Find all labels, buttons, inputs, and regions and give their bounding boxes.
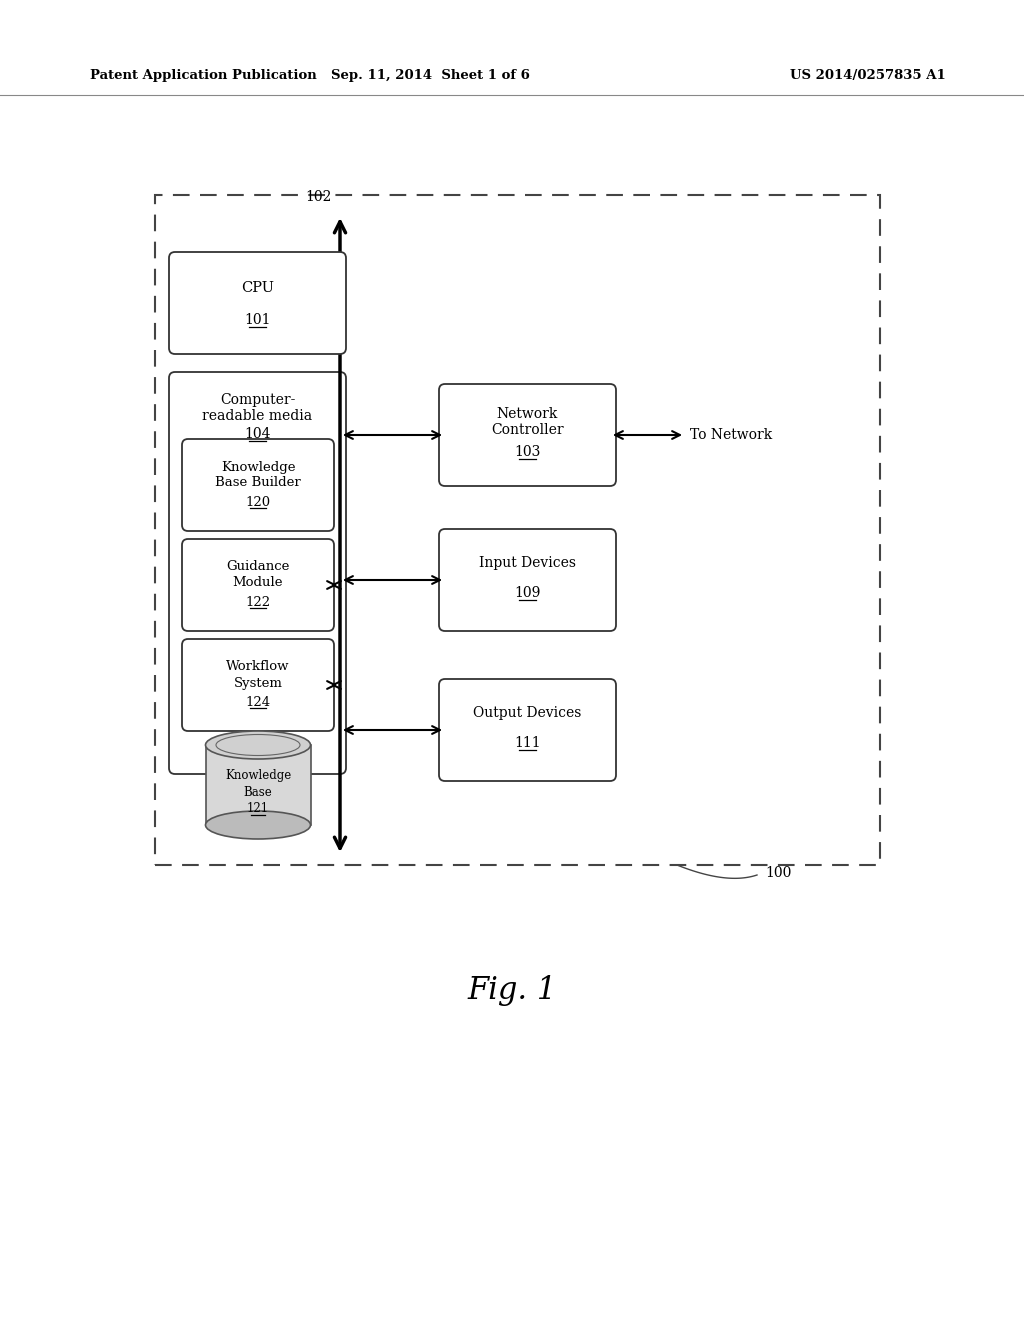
Text: 121: 121	[247, 803, 269, 816]
FancyBboxPatch shape	[439, 529, 616, 631]
Text: Knowledge: Knowledge	[221, 461, 295, 474]
Text: 122: 122	[246, 595, 270, 609]
FancyBboxPatch shape	[169, 252, 346, 354]
Text: Network: Network	[497, 407, 558, 421]
Text: CPU: CPU	[241, 281, 274, 294]
Text: Patent Application Publication: Patent Application Publication	[90, 69, 316, 82]
Text: 101: 101	[245, 313, 270, 327]
Text: 120: 120	[246, 495, 270, 508]
Text: Base: Base	[244, 785, 272, 799]
Text: 124: 124	[246, 696, 270, 709]
Text: Output Devices: Output Devices	[473, 706, 582, 719]
Text: US 2014/0257835 A1: US 2014/0257835 A1	[790, 69, 946, 82]
Text: Input Devices: Input Devices	[479, 556, 575, 570]
Text: 111: 111	[514, 737, 541, 750]
Text: 104: 104	[245, 426, 270, 441]
Text: Computer-: Computer-	[220, 393, 295, 407]
Text: Fig. 1: Fig. 1	[467, 974, 557, 1006]
Text: 109: 109	[514, 586, 541, 601]
Text: 100: 100	[765, 866, 792, 880]
Bar	[155, 195, 880, 865]
FancyBboxPatch shape	[439, 678, 616, 781]
Ellipse shape	[206, 731, 310, 759]
Text: System: System	[233, 676, 283, 689]
Text: Sep. 11, 2014  Sheet 1 of 6: Sep. 11, 2014 Sheet 1 of 6	[331, 69, 529, 82]
Text: Knowledge: Knowledge	[225, 768, 291, 781]
FancyBboxPatch shape	[439, 384, 616, 486]
Text: Base Builder: Base Builder	[215, 477, 301, 490]
FancyBboxPatch shape	[182, 440, 334, 531]
Text: readable media: readable media	[203, 409, 312, 422]
Text: 102: 102	[305, 190, 332, 205]
FancyBboxPatch shape	[169, 372, 346, 774]
Text: Module: Module	[232, 577, 284, 590]
FancyBboxPatch shape	[182, 539, 334, 631]
Text: 103: 103	[514, 445, 541, 459]
Text: To Network: To Network	[690, 428, 772, 442]
Ellipse shape	[206, 810, 310, 840]
Bar	[206, 744, 310, 825]
Text: Guidance: Guidance	[226, 561, 290, 573]
Text: Controller: Controller	[492, 422, 564, 437]
Text: Workflow: Workflow	[226, 660, 290, 673]
FancyBboxPatch shape	[182, 639, 334, 731]
